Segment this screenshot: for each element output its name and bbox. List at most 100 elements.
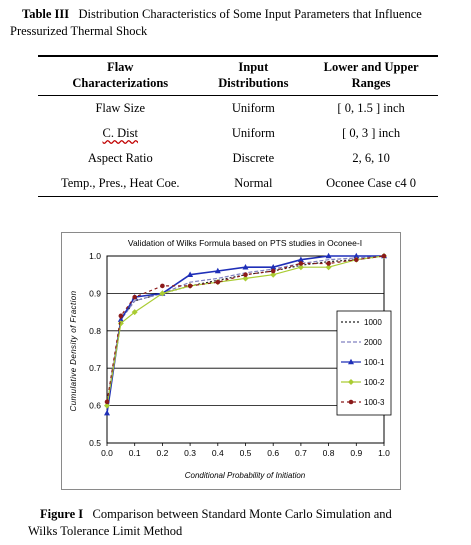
- header-flaw-characterizations: Flaw Characterizations: [38, 55, 203, 96]
- data-point: [118, 313, 124, 319]
- x-tick-label: 0.4: [212, 448, 224, 458]
- legend-label: 100-3: [364, 398, 385, 407]
- legend-marker: [348, 399, 354, 405]
- x-tick-label: 0.7: [295, 448, 307, 458]
- header-text: Distributions: [218, 76, 289, 90]
- legend-label: 1000: [364, 318, 382, 327]
- series-2000: [106, 255, 385, 406]
- data-point: [117, 320, 124, 327]
- data-point: [270, 271, 277, 278]
- data-point: [270, 268, 276, 274]
- x-tick-label: 0.5: [240, 448, 252, 458]
- chart-title: Validation of Wilks Formula based on PTS…: [128, 238, 362, 248]
- x-tick-label: 0.9: [350, 448, 362, 458]
- table-cell: [ 0, 3 ] inch: [342, 126, 401, 140]
- header-input-distributions: Input Distributions: [202, 55, 305, 96]
- data-point: [243, 272, 248, 277]
- table-row: Flaw Size Uniform [ 0, 1.5 ] inch: [38, 96, 438, 122]
- series-line: [106, 255, 385, 406]
- figure-caption-line1: Comparison between Standard Monte Carlo …: [92, 507, 392, 521]
- data-point: [297, 256, 304, 263]
- data-point: [353, 252, 360, 259]
- figure-caption: Figure I Comparison between Standard Mon…: [28, 506, 460, 540]
- table-cell: Temp., Pres., Heat Coe.: [38, 171, 203, 197]
- series-lines: [104, 252, 387, 416]
- header-text: Characterizations: [72, 76, 169, 90]
- data-point: [159, 290, 166, 297]
- x-tick-label: 0.2: [156, 448, 168, 458]
- data-point: [325, 264, 332, 271]
- table-caption-line1: Distribution Characteristics of Some Inp…: [78, 7, 422, 21]
- data-point: [298, 261, 304, 266]
- data-point: [381, 253, 387, 259]
- x-tick-label: 0.0: [101, 448, 113, 458]
- table-caption-label: Table III: [22, 7, 70, 21]
- data-point: [104, 399, 110, 405]
- series-line: [106, 255, 385, 406]
- y-tick-label: 0.9: [89, 288, 101, 298]
- data-point: [187, 283, 193, 289]
- table-row: Temp., Pres., Heat Coe. Normal Oconee Ca…: [38, 171, 438, 197]
- table-caption: Table III Distribution Characteristics o…: [10, 6, 462, 40]
- series-100-3: [104, 253, 387, 405]
- data-point: [242, 275, 249, 282]
- header-ranges: Lower and Upper Ranges: [304, 55, 438, 96]
- data-point: [326, 261, 331, 266]
- series-line: [106, 255, 385, 402]
- y-tick-label: 0.6: [89, 401, 101, 411]
- data-point: [187, 271, 194, 277]
- data-point: [160, 283, 165, 289]
- data-point: [131, 309, 138, 316]
- data-point: [104, 409, 110, 416]
- x-tick-label: 1.0: [378, 448, 390, 458]
- parameters-table: Flaw Characterizations Input Distributio…: [38, 55, 438, 197]
- table-cell: 2, 6, 10: [352, 151, 390, 165]
- x-tick-label: 0.8: [323, 448, 335, 458]
- table-header-row: Flaw Characterizations Input Distributio…: [38, 55, 438, 96]
- table-cell: Uniform: [231, 126, 275, 140]
- data-point: [325, 252, 332, 259]
- table-caption-line2: Pressurized Thermal Shock: [10, 24, 148, 38]
- y-tick-label: 1.0: [89, 251, 101, 261]
- table-cell: Aspect Ratio: [87, 151, 153, 165]
- data-point: [214, 267, 221, 274]
- x-tick-label: 0.1: [129, 448, 141, 458]
- axis-ticks: 0.5 0.6 0.7 0.8 0.9 1.0 0.0 0.1 0.2 0.3 0.4 0.5 0.6 0…: [89, 251, 390, 458]
- series-line: [106, 255, 384, 414]
- legend-box: [336, 310, 392, 416]
- table-cell-text: C. Dist: [102, 126, 138, 140]
- table-cell: Uniform: [231, 101, 275, 115]
- data-point: [270, 264, 277, 270]
- legend-label: 100-2: [364, 378, 385, 387]
- table-row: Aspect Ratio Discrete 2, 6, 10: [38, 146, 438, 171]
- figure-caption-label: Figure I: [40, 507, 84, 521]
- x-axis-label: Conditional Probability of Initiation: [185, 471, 306, 480]
- x-tick-label: 0.6: [267, 448, 279, 458]
- data-point: [242, 264, 249, 270]
- table-cell: Discrete: [232, 151, 275, 165]
- y-tick-label: 0.8: [89, 326, 101, 336]
- data-point: [215, 279, 221, 285]
- header-text: Lower and Upper: [323, 60, 419, 74]
- y-tick-label: 0.5: [89, 438, 101, 448]
- figure-caption-line2: Wilks Tolerance Limit Method: [28, 524, 183, 538]
- header-text: Ranges: [351, 76, 391, 90]
- table-cell: Normal: [202, 171, 305, 197]
- chart-frame: 0.5 0.6 0.7 0.8 0.9 1.0 0.0 0.1 0.2 0.3 0.4 0.5 0.6 0…: [61, 232, 401, 490]
- y-axis-label: Cumulative Density of Fraction: [69, 290, 78, 411]
- header-text: Flaw: [107, 60, 134, 74]
- table-cell: [ 0, 1.5 ] inch: [337, 101, 405, 115]
- data-point: [354, 257, 359, 263]
- legend-label: 100-1: [364, 358, 385, 367]
- data-point: [104, 402, 110, 409]
- data-point: [297, 264, 304, 271]
- header-text: Input: [238, 60, 269, 74]
- y-tick-label: 0.7: [89, 363, 101, 373]
- table-cell: Oconee Case c4 0: [304, 171, 438, 197]
- data-point: [132, 294, 137, 300]
- chart: 0.5 0.6 0.7 0.8 0.9 1.0 0.0 0.1 0.2 0.3 0.4 0.5 0.6 0…: [69, 238, 392, 480]
- table-cell: C. Dist: [38, 121, 203, 146]
- x-tick-label: 0.3: [184, 448, 196, 458]
- legend-marker: [348, 358, 354, 365]
- legend: 1000 2000 100-1 100-2 100-3: [336, 310, 392, 416]
